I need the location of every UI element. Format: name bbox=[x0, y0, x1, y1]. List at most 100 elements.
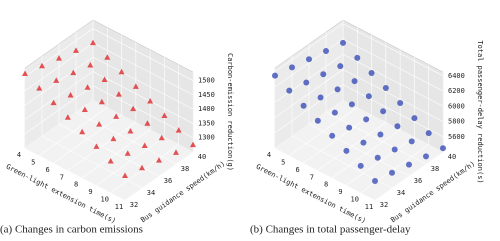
z-tick-label: 1500 bbox=[198, 77, 215, 85]
point bbox=[139, 164, 145, 171]
point bbox=[348, 101, 355, 108]
point bbox=[175, 127, 182, 133]
caption: (b) Changes in total passenger-delay bbox=[250, 224, 411, 236]
point bbox=[406, 161, 412, 168]
point bbox=[374, 154, 381, 161]
y-tick-label: 32 bbox=[130, 201, 138, 209]
point bbox=[104, 54, 111, 60]
y-tick-label: 34 bbox=[397, 189, 405, 197]
x-tick-label: 11 bbox=[365, 203, 373, 211]
caption: (a) Changes in carbon emissions bbox=[0, 224, 143, 236]
point bbox=[340, 39, 346, 46]
z-tick-label: 1300 bbox=[198, 134, 215, 142]
point bbox=[300, 102, 307, 109]
grid-line bbox=[274, 84, 444, 138]
grid-line bbox=[274, 53, 444, 107]
point bbox=[354, 54, 361, 61]
point bbox=[158, 134, 165, 141]
point bbox=[408, 138, 415, 145]
z-tick-label: 1400 bbox=[198, 105, 215, 113]
point bbox=[411, 115, 418, 122]
point bbox=[124, 150, 131, 156]
point bbox=[289, 64, 295, 71]
point bbox=[389, 169, 395, 176]
x-tick-label: 5 bbox=[281, 158, 285, 166]
x-tick-label: 9 bbox=[88, 188, 92, 196]
point bbox=[36, 85, 43, 91]
point bbox=[360, 139, 367, 146]
chart-panel: 4 5 6 7 8 9 10 11 32 34 36 38 40 5600 5800 6000 6200 6400… bbox=[250, 19, 484, 236]
point bbox=[323, 48, 329, 55]
point bbox=[130, 105, 137, 112]
point bbox=[377, 131, 384, 138]
z-tick-label: 5600 bbox=[448, 133, 465, 141]
point bbox=[363, 116, 370, 123]
point bbox=[50, 99, 57, 106]
grid-line bbox=[24, 68, 126, 201]
y-tick-label: 38 bbox=[181, 165, 189, 173]
x-tick-label: 4 bbox=[17, 151, 21, 159]
point bbox=[147, 97, 154, 104]
point bbox=[113, 113, 120, 119]
point bbox=[56, 55, 62, 61]
x-tick-label: 11 bbox=[115, 203, 123, 211]
point bbox=[303, 79, 310, 86]
y-tick-label: 34 bbox=[147, 189, 155, 197]
point bbox=[173, 149, 179, 155]
grid-line bbox=[342, 20, 444, 153]
point bbox=[87, 61, 94, 68]
point bbox=[306, 56, 312, 63]
point bbox=[380, 108, 387, 115]
point bbox=[98, 98, 105, 105]
point bbox=[314, 117, 321, 124]
point bbox=[272, 72, 278, 79]
point bbox=[320, 71, 327, 78]
point bbox=[425, 130, 432, 137]
point bbox=[440, 145, 446, 152]
point bbox=[365, 93, 372, 100]
point bbox=[90, 39, 96, 46]
y-tick-label: 36 bbox=[414, 177, 422, 185]
z-tick-label: 5800 bbox=[448, 118, 465, 126]
point bbox=[331, 109, 338, 116]
x-tick-label: 6 bbox=[295, 166, 299, 174]
grid-line bbox=[92, 20, 194, 153]
point bbox=[73, 47, 79, 53]
point bbox=[343, 147, 350, 154]
point bbox=[22, 70, 28, 77]
y-tick-label: 40 bbox=[198, 153, 206, 161]
point bbox=[144, 120, 151, 126]
grid-line bbox=[274, 69, 444, 122]
point bbox=[110, 135, 117, 142]
point bbox=[357, 162, 364, 169]
x-tick-label: 10 bbox=[100, 196, 108, 204]
point bbox=[96, 121, 103, 127]
x-tick-label: 6 bbox=[45, 166, 49, 174]
point bbox=[337, 63, 344, 70]
grid-line bbox=[291, 56, 393, 189]
point bbox=[368, 69, 375, 76]
x-tick-label: 7 bbox=[60, 173, 64, 181]
x-tick-label: 8 bbox=[324, 181, 328, 189]
point bbox=[39, 62, 45, 69]
x-tick-label: 5 bbox=[31, 158, 35, 166]
point bbox=[122, 172, 128, 179]
x-tick-label: 8 bbox=[74, 181, 78, 189]
grid-line bbox=[58, 44, 160, 177]
point bbox=[64, 114, 71, 120]
grid-line bbox=[41, 56, 143, 189]
x-tick-label: 4 bbox=[267, 151, 271, 159]
point bbox=[394, 123, 401, 130]
grid-line bbox=[24, 56, 194, 110]
y-tick-label: 40 bbox=[448, 153, 456, 161]
grid-line bbox=[24, 85, 194, 138]
z-axis-label: Carbon-emission reduction(g) bbox=[226, 53, 234, 171]
grid-line bbox=[325, 32, 427, 165]
y-tick-label: 32 bbox=[380, 201, 388, 209]
point bbox=[397, 100, 404, 107]
point bbox=[70, 69, 77, 76]
point bbox=[329, 132, 336, 139]
y-tick-label: 36 bbox=[164, 177, 172, 185]
point bbox=[286, 87, 293, 94]
